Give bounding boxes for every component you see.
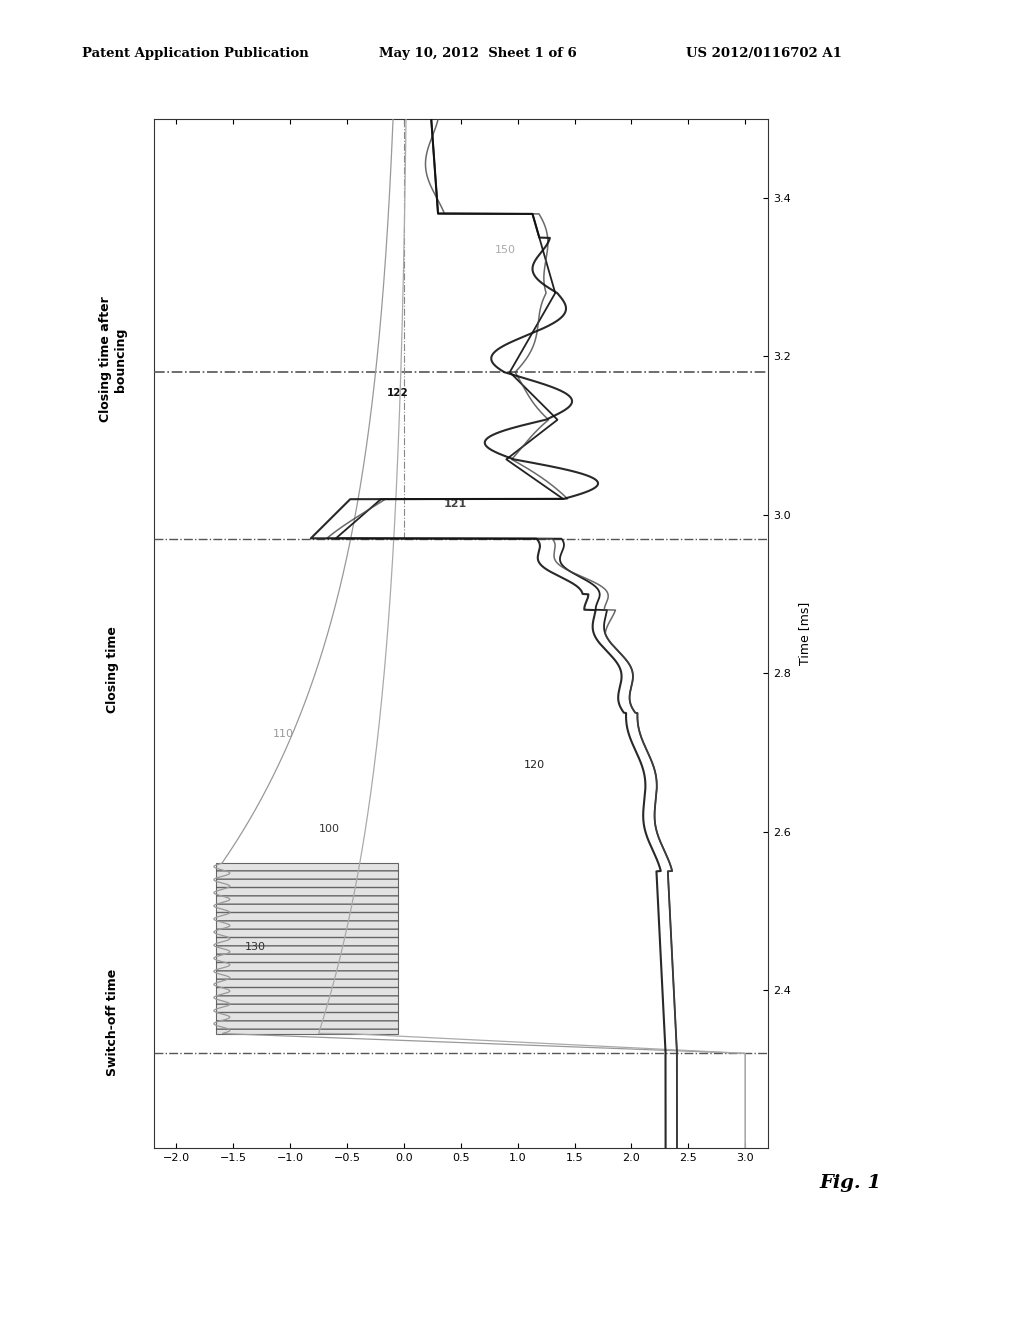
- Text: 130: 130: [245, 942, 265, 953]
- Text: May 10, 2012  Sheet 1 of 6: May 10, 2012 Sheet 1 of 6: [379, 46, 577, 59]
- Text: 150: 150: [495, 246, 516, 256]
- Bar: [216, 863, 398, 1034]
- Text: Closing time: Closing time: [106, 626, 119, 713]
- Text: 110: 110: [273, 729, 294, 739]
- Text: 122: 122: [387, 388, 409, 399]
- Text: Fig. 1: Fig. 1: [819, 1173, 882, 1192]
- Text: 121: 121: [443, 499, 467, 510]
- Text: Closing time after
bouncing: Closing time after bouncing: [98, 297, 127, 422]
- Text: Switch-off time: Switch-off time: [106, 969, 119, 1076]
- Y-axis label: Time [ms]: Time [ms]: [798, 602, 811, 665]
- Text: Patent Application Publication: Patent Application Publication: [82, 46, 308, 59]
- Text: US 2012/0116702 A1: US 2012/0116702 A1: [686, 46, 842, 59]
- Text: 100: 100: [318, 824, 340, 834]
- Text: 120: 120: [523, 760, 545, 771]
